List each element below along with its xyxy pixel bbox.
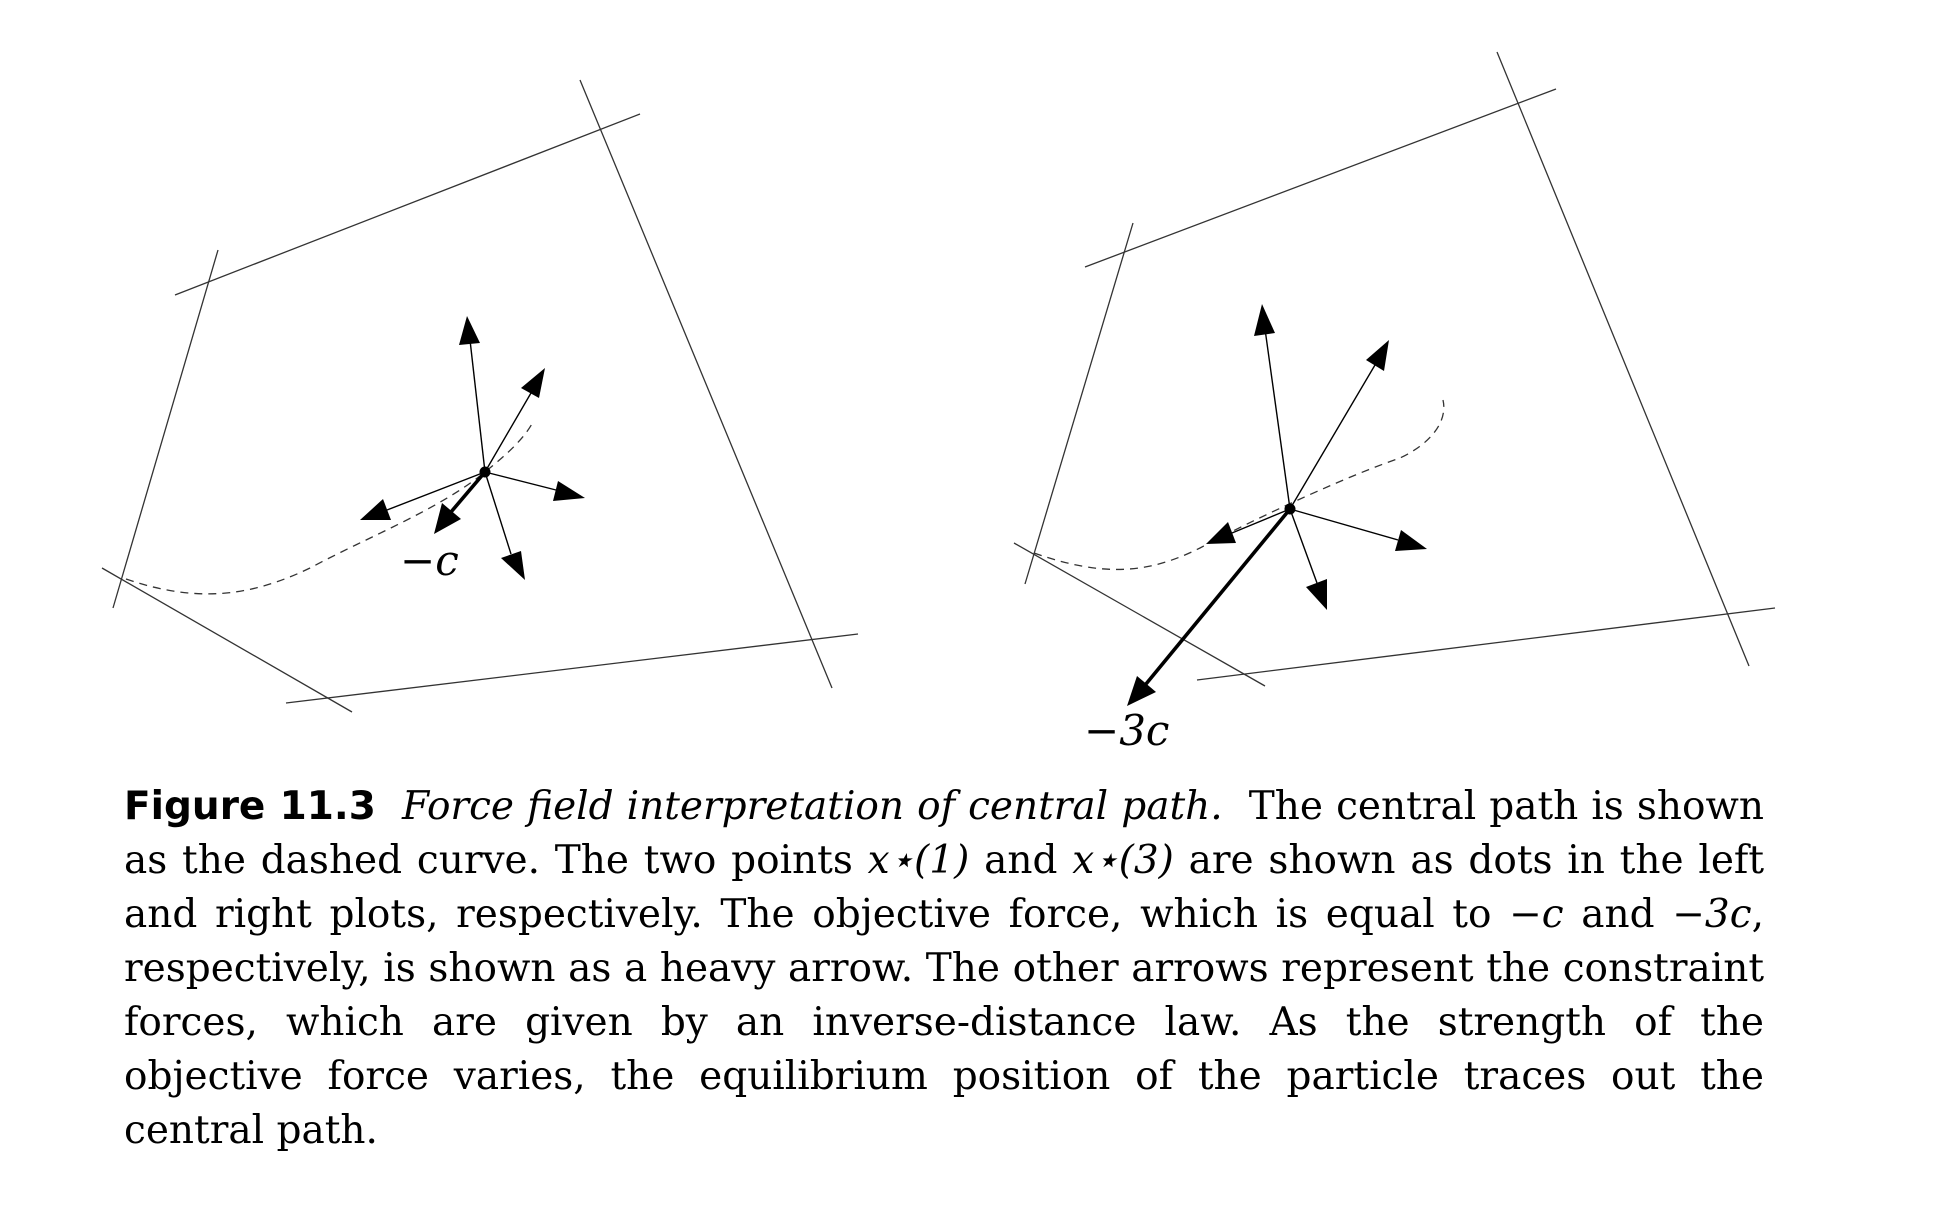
objective-force-label: −3c (1084, 706, 1169, 755)
caption-body: and (969, 838, 1073, 883)
constraint-force-arrowhead (1206, 522, 1236, 544)
constraint-force-arrow (484, 471, 557, 491)
constraint-force-arrowhead (1306, 579, 1327, 610)
figure-number: Figure 11.3 (124, 784, 376, 829)
left-panel: −c (101, 79, 859, 713)
constraint-line (1013, 542, 1266, 687)
caption-body: and (1563, 892, 1673, 937)
constraint-force-arrow (1289, 364, 1376, 510)
constraint-line (1196, 607, 1776, 681)
caption-body: , respectively, is shown as a heavy arro… (124, 892, 1764, 1153)
figure: −c −3c (101, 51, 1776, 755)
constraint-force-arrowhead (1395, 530, 1427, 551)
objective-force-arrow (1144, 507, 1292, 686)
constraint-force-arrow (1289, 508, 1318, 584)
constraint-line (1024, 222, 1134, 585)
right-panel: −3c (1013, 51, 1776, 755)
constraint-force-arrow (386, 471, 486, 511)
constraint-force-arrowhead (1366, 340, 1389, 371)
caption-body: The central path is shown as the dashed … (124, 784, 1764, 883)
objective-force-arrow (449, 470, 487, 514)
constraint-force-arrowhead (360, 499, 391, 520)
math-x-star-1: x⋆(1) (867, 838, 970, 883)
figure-canvas: −c −3c (101, 51, 1776, 755)
constraint-line (101, 567, 353, 713)
objective-force-arrowhead (1127, 676, 1156, 706)
equilibrium-point (1284, 503, 1296, 515)
constraint-force-arrow (1289, 508, 1399, 541)
constraint-line (579, 79, 833, 689)
constraint-line (1084, 88, 1557, 268)
central-path (125, 421, 534, 595)
constraint-force-arrowhead (501, 551, 525, 580)
caption-text: Figure 11.3 Force field interpretation o… (124, 780, 1764, 1158)
constraint-force-arrow (484, 471, 512, 555)
constraint-line (1496, 51, 1750, 667)
equilibrium-point (479, 466, 491, 478)
math-x-star-3: x⋆(3) (1072, 838, 1174, 883)
caption-body: are shown as dots in the left and right … (124, 838, 1764, 937)
constraint-force-arrow (1264, 328, 1291, 510)
figure-caption: Figure 11.3 Force field interpretation o… (124, 780, 1764, 1158)
central-path (1033, 399, 1445, 571)
constraint-line (174, 113, 641, 296)
objective-force-arrowhead (434, 503, 461, 534)
objective-force-label: −c (400, 536, 459, 585)
constraint-force-arrow (469, 339, 486, 473)
math-neg-c: −c (1509, 892, 1564, 937)
math-neg-3c: −3c (1672, 892, 1752, 937)
constraint-force-arrowhead (553, 481, 585, 501)
figure-title: Force field interpretation of central pa… (402, 784, 1223, 829)
constraint-force-arrowhead (1254, 304, 1275, 336)
constraint-force-arrow (484, 392, 532, 473)
constraint-force-arrowhead (459, 316, 480, 345)
constraint-force-arrowhead (521, 368, 545, 398)
constraint-line (112, 249, 219, 609)
constraint-force-arrow (1231, 508, 1291, 534)
constraint-line (285, 633, 859, 704)
